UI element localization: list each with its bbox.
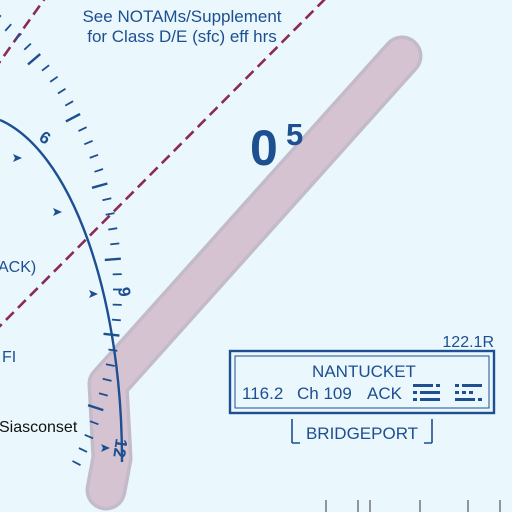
- compass-rose-tick: [78, 447, 88, 453]
- compass-rose-tick: [23, 42, 32, 51]
- compass-rose-arc: [0, 118, 124, 463]
- vor-ident-fragment: ACK): [0, 259, 36, 276]
- compass-rose-tick: [89, 420, 99, 426]
- navaid-box-inner: [234, 355, 490, 409]
- compass-rose-arrow: [89, 290, 98, 298]
- compass-rose-tick: [108, 227, 118, 231]
- compass-rose-tick: [41, 64, 50, 72]
- compass-rose-tick: [72, 460, 81, 466]
- compass-rose-tick: [27, 53, 41, 66]
- compass-rose-tick: [14, 32, 22, 41]
- chart-edge-ticks: [325, 500, 501, 512]
- compass-rose-tick: [108, 348, 118, 352]
- compass-label-9: 9: [114, 286, 134, 298]
- airspace-boundary-line: [0, 0, 46, 64]
- compass-rose-tick: [4, 23, 12, 32]
- frequency-fragment: FI: [2, 349, 16, 366]
- compass-rose-tick: [49, 75, 59, 83]
- route-band: [89, 39, 419, 507]
- compass-rose-tick: [65, 112, 81, 123]
- navaid-channel: Ch 109: [297, 384, 352, 403]
- compass-rose-arrow: [13, 154, 22, 162]
- compass-rose-tick: [89, 153, 99, 159]
- mef-thousands: 0: [250, 120, 278, 176]
- compass-rose-tick: [105, 212, 115, 216]
- town-label-siasconset: Siasconset: [0, 419, 78, 436]
- notam-note-line1: See NOTAMs/Supplement: [82, 7, 281, 26]
- compass-rose-tick: [87, 404, 104, 412]
- compass-rose-tick: [78, 126, 87, 132]
- compass-rose-tick: [98, 392, 108, 397]
- compass-rose-tick: [57, 87, 66, 95]
- navaid-vor-frequency: 116.2: [242, 384, 283, 403]
- compass-rose-arrow: [53, 208, 62, 216]
- compass-rose-tick: [104, 257, 121, 262]
- notam-note-line2: for Class D/E (sfc) eff hrs: [87, 27, 277, 46]
- compass-rose-tick: [84, 433, 94, 440]
- fss-name: BRIDGEPORT: [306, 424, 418, 443]
- compass-rose-tick: [64, 100, 74, 107]
- navaid-name: NANTUCKET: [312, 362, 416, 381]
- compass-rose-tick: [103, 332, 120, 337]
- navaid-frequency-top: 122.1R: [442, 334, 494, 351]
- navaid-ident: ACK: [367, 384, 403, 403]
- mef-hundreds: 5: [286, 117, 303, 152]
- compass-rose-tick: [105, 363, 115, 367]
- compass-rose-arrow: [101, 444, 110, 452]
- compass-label-12: 12: [109, 437, 130, 458]
- airspace-boundary-line: [0, 0, 326, 328]
- navaid-box-outer: [228, 349, 496, 415]
- morse-code-icon: [413, 384, 482, 401]
- fss-bracket: [291, 419, 433, 444]
- compass-rose-tick: [102, 377, 112, 382]
- compass-rose-tick: [83, 139, 93, 146]
- compass-rose-tick: [94, 168, 104, 173]
- compass-rose-tick: [111, 318, 121, 322]
- compass-rose-tick: [91, 182, 108, 189]
- compass-rose-tick: [110, 242, 120, 246]
- compass-rose-tick: [102, 197, 112, 202]
- compass-rose-ticks: [0, 14, 122, 466]
